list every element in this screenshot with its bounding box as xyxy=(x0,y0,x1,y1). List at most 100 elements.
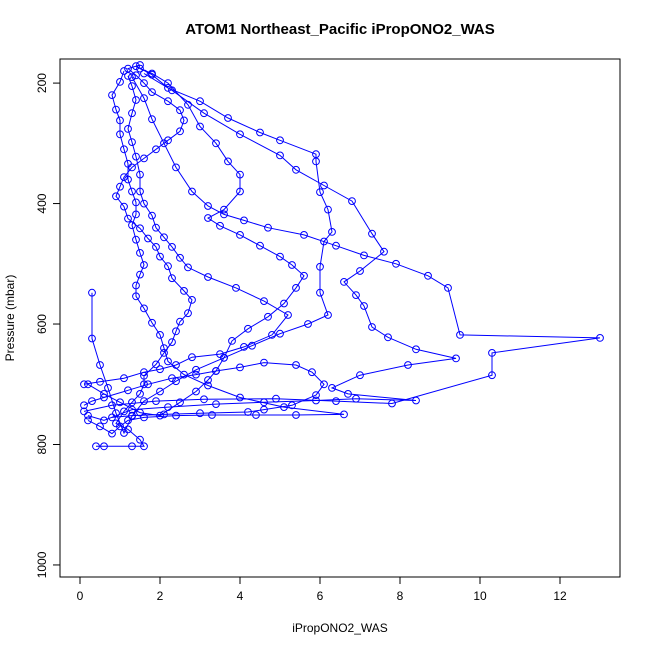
data-point xyxy=(204,381,212,390)
data-point xyxy=(300,231,308,239)
data-point xyxy=(236,393,244,402)
data-point xyxy=(352,291,360,300)
data-point xyxy=(380,247,388,256)
data-point xyxy=(356,371,364,380)
data-point xyxy=(152,360,160,369)
data-point xyxy=(96,377,104,386)
data-point xyxy=(140,69,148,78)
data-point xyxy=(308,368,316,377)
x-tick-label: 12 xyxy=(553,589,567,603)
data-point xyxy=(104,384,112,392)
data-point xyxy=(252,411,260,419)
data-point xyxy=(132,96,140,104)
data-point xyxy=(108,413,116,422)
data-point xyxy=(120,429,128,437)
data-point xyxy=(128,405,136,414)
data-point xyxy=(284,311,292,319)
data-point xyxy=(124,72,132,80)
data-point xyxy=(272,394,280,403)
data-point xyxy=(148,211,156,220)
data-point xyxy=(184,263,192,272)
data-point xyxy=(168,243,176,251)
data-point xyxy=(148,115,156,124)
data-point xyxy=(212,400,220,409)
data-point xyxy=(124,386,132,395)
data-point xyxy=(192,370,200,379)
series-3 xyxy=(88,62,336,437)
data-point xyxy=(140,261,148,269)
data-point xyxy=(140,94,148,103)
data-point xyxy=(124,175,132,184)
data-point xyxy=(180,287,188,295)
data-point xyxy=(300,271,308,280)
x-axis-label: iPropONO2_WAS xyxy=(292,621,388,635)
data-point xyxy=(184,309,192,318)
data-point xyxy=(140,442,148,451)
data-point xyxy=(156,331,164,339)
data-point xyxy=(136,224,144,233)
data-point xyxy=(152,223,160,232)
data-point xyxy=(332,241,340,250)
series-1 xyxy=(92,61,196,451)
series-line xyxy=(83,362,325,418)
data-point xyxy=(216,221,224,230)
data-point xyxy=(324,311,332,319)
data-point xyxy=(164,79,172,87)
data-point xyxy=(124,124,132,133)
data-point xyxy=(132,198,140,207)
data-point xyxy=(156,387,164,396)
data-point xyxy=(136,249,144,257)
data-point xyxy=(260,358,268,367)
data-point xyxy=(144,234,152,243)
data-point xyxy=(100,393,108,402)
data-point xyxy=(348,197,356,206)
data-point xyxy=(236,170,244,179)
data-point xyxy=(140,79,148,87)
data-point xyxy=(248,341,256,350)
data-point xyxy=(84,416,92,425)
data-point xyxy=(368,323,376,331)
data-point xyxy=(168,86,176,95)
data-point xyxy=(112,192,120,201)
data-point xyxy=(176,317,184,326)
data-point xyxy=(128,411,136,420)
x-tick-label: 0 xyxy=(77,589,84,603)
data-point xyxy=(108,429,116,438)
data-point xyxy=(140,397,148,406)
y-axis: 200 400 600 800 1000 xyxy=(35,73,61,578)
y-tick-label: 800 xyxy=(35,434,49,454)
data-point xyxy=(120,173,128,182)
data-point xyxy=(236,231,244,239)
data-point xyxy=(236,130,244,139)
data-point xyxy=(356,267,364,275)
data-point xyxy=(128,187,136,196)
data-point xyxy=(292,361,300,369)
data-point xyxy=(412,345,420,354)
data-point xyxy=(140,154,148,163)
series-8 xyxy=(80,358,328,422)
series-line xyxy=(83,75,289,385)
data-point xyxy=(108,401,116,410)
data-point xyxy=(96,422,104,431)
data-point xyxy=(444,284,452,292)
data-point xyxy=(176,127,184,136)
data-point xyxy=(132,281,140,290)
data-point xyxy=(116,78,124,86)
data-point xyxy=(176,253,184,262)
data-point xyxy=(196,409,204,418)
data-point xyxy=(244,324,252,333)
data-point xyxy=(160,344,168,353)
data-point xyxy=(84,411,92,420)
data-point xyxy=(196,122,204,131)
data-point xyxy=(288,261,296,269)
data-point xyxy=(332,397,340,406)
data-point xyxy=(224,114,232,122)
data-point xyxy=(180,370,188,379)
data-point xyxy=(360,251,368,260)
data-point xyxy=(204,202,212,210)
data-point xyxy=(128,109,136,118)
data-point xyxy=(188,353,196,362)
data-point xyxy=(108,91,116,99)
data-point xyxy=(188,187,196,196)
